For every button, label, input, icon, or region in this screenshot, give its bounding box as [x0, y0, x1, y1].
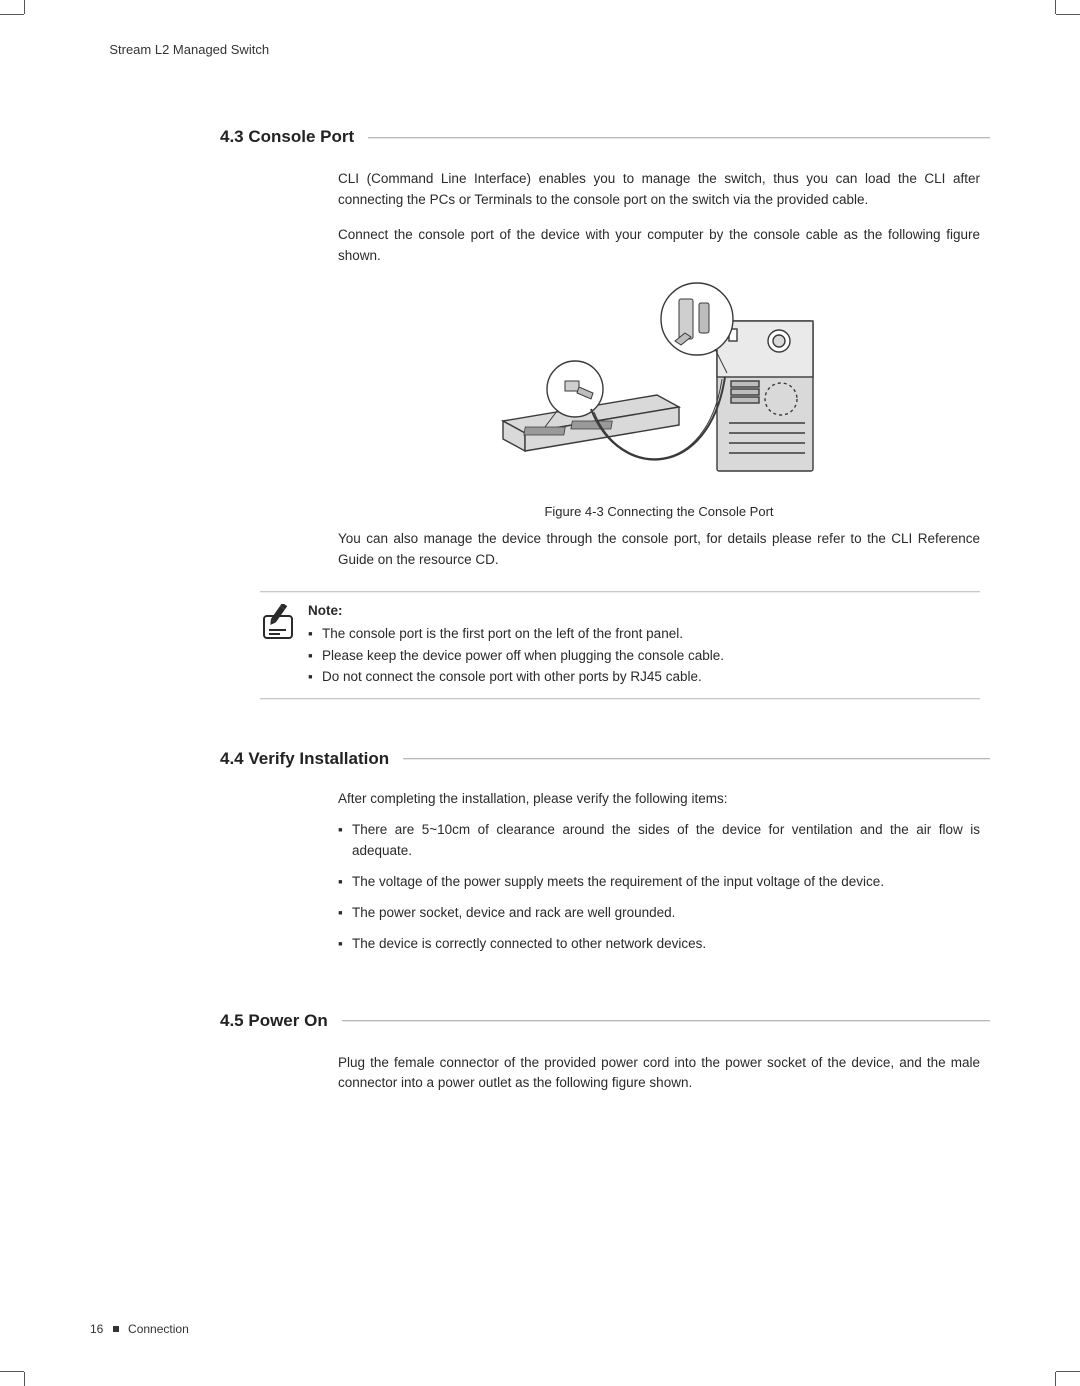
section-rule	[403, 758, 990, 759]
section-4-4-body: After completing the installation, pleas…	[338, 791, 980, 955]
list-item: ▪The power socket, device and rack are w…	[338, 903, 980, 924]
section-title: 4.3 Console Port	[220, 127, 354, 147]
crop-mark	[24, 0, 25, 14]
crop-mark	[0, 14, 24, 15]
product-name: L2 Managed Switch	[151, 42, 269, 57]
paragraph: You can also manage the device through t…	[338, 529, 980, 571]
section-4-3-body: CLI (Command Line Interface) enables you…	[338, 169, 980, 571]
page: JetStream L2 Managed Switch 4.3 Console …	[0, 0, 1080, 1386]
page-number: 16	[90, 1322, 103, 1336]
section-rule	[368, 137, 990, 138]
section-rule	[342, 1020, 990, 1021]
list-item: ▪There are 5~10cm of clearance around th…	[338, 820, 980, 862]
console-connection-diagram	[479, 281, 839, 491]
footer-separator-icon	[113, 1326, 119, 1332]
figure-caption: Figure 4-3 Connecting the Console Port	[338, 504, 980, 519]
paragraph: Connect the console port of the device w…	[338, 225, 980, 267]
note-icon	[260, 600, 308, 688]
brand-rest: Stream	[109, 42, 151, 57]
crop-mark	[1055, 0, 1056, 14]
note-item: ▪Please keep the device power off when p…	[308, 645, 980, 667]
section-4-4-heading: 4.4 Verify Installation	[220, 749, 990, 769]
list-item: ▪The device is correctly connected to ot…	[338, 934, 980, 955]
crop-mark	[24, 1372, 25, 1386]
crop-mark	[1055, 1372, 1056, 1386]
note-item: ▪Do not connect the console port with ot…	[308, 666, 980, 688]
section-title: 4.4 Verify Installation	[220, 749, 389, 769]
section-4-5-heading: 4.5 Power On	[220, 1011, 990, 1031]
brand-oval-text: Jet	[90, 42, 109, 57]
paragraph: After completing the installation, pleas…	[338, 791, 980, 806]
note-item: ▪The console port is the first port on t…	[308, 623, 980, 645]
paragraph: CLI (Command Line Interface) enables you…	[338, 169, 980, 211]
note-rule-bottom	[260, 698, 980, 699]
crop-mark	[0, 1371, 24, 1372]
list-item: ▪The voltage of the power supply meets t…	[338, 872, 980, 893]
crop-mark	[1056, 1371, 1080, 1372]
crop-mark	[1056, 14, 1080, 15]
note-title: Note:	[308, 600, 980, 622]
page-footer: 16 Connection	[90, 1322, 189, 1336]
section-4-5-body: Plug the female connector of the provide…	[338, 1053, 980, 1095]
note-block: Note: ▪The console port is the first por…	[260, 591, 980, 699]
paragraph: Plug the female connector of the provide…	[338, 1053, 980, 1095]
footer-section: Connection	[128, 1322, 189, 1336]
section-4-3-heading: 4.3 Console Port	[220, 127, 990, 147]
figure-4-3: Figure 4-3 Connecting the Console Port	[338, 281, 980, 519]
section-title: 4.5 Power On	[220, 1011, 328, 1031]
running-header: JetStream L2 Managed Switch	[90, 42, 990, 57]
